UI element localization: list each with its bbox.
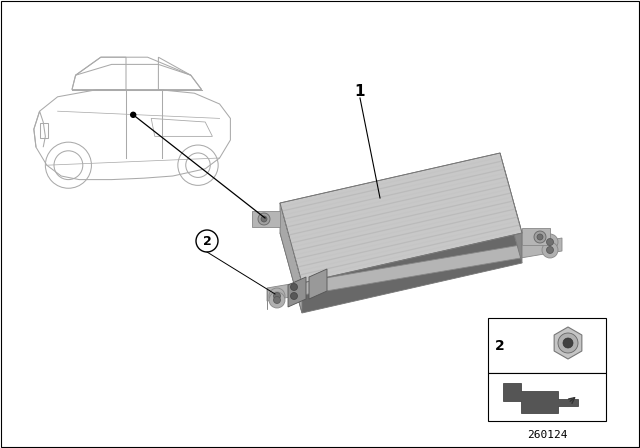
Text: 2: 2 bbox=[203, 234, 211, 247]
Polygon shape bbox=[267, 238, 562, 301]
Circle shape bbox=[291, 293, 298, 300]
Polygon shape bbox=[500, 153, 522, 263]
Circle shape bbox=[547, 246, 554, 254]
Circle shape bbox=[547, 238, 554, 246]
Polygon shape bbox=[252, 211, 280, 227]
Polygon shape bbox=[288, 277, 306, 307]
Polygon shape bbox=[554, 327, 582, 359]
Circle shape bbox=[269, 288, 285, 304]
Circle shape bbox=[534, 231, 546, 243]
Circle shape bbox=[563, 338, 573, 348]
Circle shape bbox=[542, 242, 558, 258]
Polygon shape bbox=[503, 383, 578, 413]
Polygon shape bbox=[309, 269, 327, 299]
Circle shape bbox=[273, 293, 280, 300]
Circle shape bbox=[258, 213, 270, 225]
Polygon shape bbox=[280, 153, 522, 283]
Text: 260124: 260124 bbox=[527, 430, 567, 440]
Polygon shape bbox=[280, 203, 302, 313]
Circle shape bbox=[542, 234, 558, 250]
Circle shape bbox=[196, 230, 218, 252]
Circle shape bbox=[273, 297, 280, 303]
Circle shape bbox=[291, 284, 298, 290]
Circle shape bbox=[269, 292, 285, 308]
Circle shape bbox=[261, 216, 267, 222]
Circle shape bbox=[558, 333, 578, 353]
Circle shape bbox=[131, 112, 136, 117]
Bar bbox=[488, 373, 606, 421]
Polygon shape bbox=[280, 183, 522, 313]
Circle shape bbox=[537, 234, 543, 240]
Text: 1: 1 bbox=[355, 83, 365, 99]
Text: 2: 2 bbox=[495, 339, 505, 353]
Polygon shape bbox=[522, 228, 550, 245]
Bar bbox=[488, 318, 606, 373]
